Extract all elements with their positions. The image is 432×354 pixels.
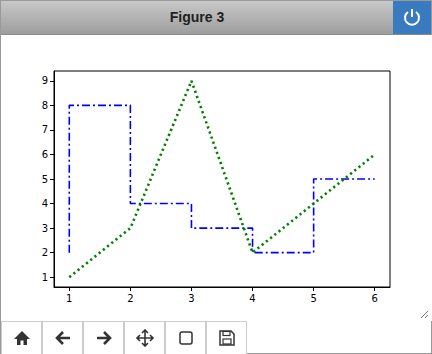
svg-text:4: 4 bbox=[249, 293, 255, 304]
svg-text:2: 2 bbox=[127, 293, 133, 304]
svg-text:8: 8 bbox=[42, 100, 48, 111]
svg-text:6: 6 bbox=[42, 149, 48, 160]
svg-text:3: 3 bbox=[42, 223, 48, 234]
svg-text:2: 2 bbox=[42, 247, 48, 258]
svg-text:4: 4 bbox=[42, 198, 48, 209]
svg-text:1: 1 bbox=[66, 293, 72, 304]
svg-text:7: 7 bbox=[42, 124, 48, 135]
svg-text:3: 3 bbox=[188, 293, 194, 304]
svg-text:5: 5 bbox=[310, 293, 316, 304]
svg-text:5: 5 bbox=[42, 174, 48, 185]
svg-text:9: 9 bbox=[42, 75, 48, 86]
svg-text:6: 6 bbox=[372, 293, 378, 304]
html-text:Figure 3: Figure 3 bbox=[169, 9, 225, 25]
svg-text:1: 1 bbox=[42, 272, 48, 283]
